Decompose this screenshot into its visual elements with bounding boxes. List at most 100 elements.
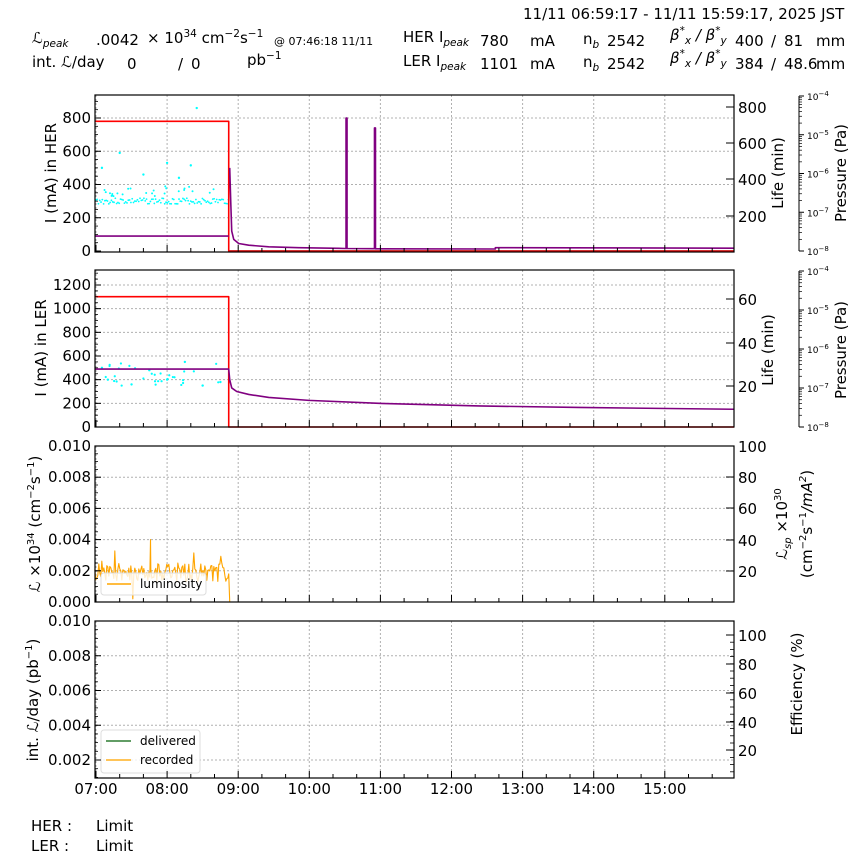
her-beta-sep: /	[771, 32, 777, 50]
ler-pressure-tick-label: 10−7	[807, 382, 829, 395]
her-pressure-point	[166, 202, 169, 204]
her-pressure-point	[141, 199, 144, 201]
her-ipeak-label: HER Ipeak	[403, 28, 469, 48]
ler-pressure-outlier	[153, 380, 157, 383]
ler-nb-label: nb	[583, 53, 600, 74]
axis-labels: 02004006008000200400600800100012000.0000…	[24, 90, 850, 798]
plot-frame	[94, 94, 735, 253]
her-pressure-point	[118, 202, 121, 205]
her-pressure-point	[124, 200, 127, 203]
efficiency-label: Efficiency (%)	[788, 633, 806, 736]
her-current: 780	[480, 32, 509, 50]
y-tick-label: 0	[81, 242, 91, 260]
ler-beta-label: β*x / β*y	[670, 48, 727, 70]
beta-y: β	[705, 49, 716, 67]
her-pressure-point	[131, 197, 134, 200]
x-tick-label: 08:00	[145, 780, 188, 798]
lsp-unit-close: )	[798, 470, 816, 476]
her-pressure-point	[158, 199, 161, 202]
footer-her-label: HER :	[31, 817, 73, 835]
efficiency-tick-label: 60	[738, 685, 757, 703]
her-pressure-outlier	[165, 161, 169, 165]
her-pressure-point	[213, 197, 216, 200]
her-pressure-point	[196, 202, 199, 204]
nb-b: b	[592, 62, 600, 74]
lsp-exp: 30	[773, 488, 784, 501]
int-lum-separator: /	[178, 55, 184, 73]
ler-nb: 2542	[607, 55, 646, 73]
legend-box	[100, 572, 207, 596]
her-pressure-tick-exp: −5	[818, 129, 828, 137]
ler-pressure-outlier	[130, 383, 133, 386]
unit-cm: cm	[196, 29, 225, 47]
ler-pressure-outlier	[160, 380, 163, 383]
her-pressure-tick-label: 10−5	[807, 129, 829, 142]
her-pressure-outlier	[191, 190, 194, 193]
her-pressure-outlier	[189, 164, 192, 167]
int-lum-ylabel-b: /day (pb	[24, 659, 42, 721]
ler-pressure-tick-label: 10−8	[807, 421, 829, 434]
her-pressure-point	[136, 198, 139, 201]
her-pressure-point	[192, 200, 195, 203]
int-lum-unit: pb−1	[247, 51, 282, 69]
her-pressure-point	[117, 201, 119, 204]
ler-pressure-outlier	[128, 364, 131, 367]
ler-pressure-outlier	[183, 370, 186, 373]
her-pressure-point	[96, 198, 99, 201]
y-tick-label: 0.010	[48, 437, 91, 455]
her-pressure-point	[146, 202, 149, 205]
her-pressure-outlier	[165, 187, 168, 190]
her-pressure-point	[97, 202, 100, 205]
unit-s-exp: −1	[247, 28, 264, 40]
ler-beta-sep: /	[771, 55, 777, 73]
y-tick-label: 0.008	[48, 468, 91, 486]
int-lum-label: int. ℒ/day	[32, 53, 105, 71]
her-pressure-point	[183, 198, 186, 201]
lum-peak-sub: peak	[42, 38, 69, 50]
her-pressure-point	[180, 200, 183, 203]
her-pressure-point	[191, 201, 193, 203]
her-pressure-point	[215, 198, 218, 201]
footer-ler-label: LER :	[31, 837, 70, 855]
her-pressure-point	[202, 198, 205, 201]
int-lum-ylabel: int. ℒ/day (pb−1)	[24, 639, 42, 762]
her-pressure-point	[198, 201, 201, 203]
x-tick-label: 13:00	[501, 780, 544, 798]
ler-beta-x: 384	[735, 55, 764, 73]
her-life-tick-label: 400	[738, 171, 767, 189]
her-pressure-point	[222, 198, 225, 201]
y-tick-label: 0.008	[48, 647, 91, 665]
her-pressure-point	[159, 201, 162, 204]
lum-peak-value: .0042	[96, 31, 139, 49]
legend-label-delivered: delivered	[140, 734, 196, 748]
her-pressure-tick-exp: −8	[818, 245, 828, 253]
ler-pressure-outlier	[181, 381, 185, 385]
efficiency-tick-label: 40	[738, 714, 757, 732]
beta-x: β	[670, 49, 680, 67]
lsp-tick-label: 40	[738, 532, 757, 550]
y-tick-label: 0.004	[48, 531, 91, 549]
her-life-tick-label: 600	[738, 135, 767, 153]
ler-ylabel: I (mA) in LER	[32, 299, 50, 396]
ler-pressure-outlier	[217, 381, 220, 384]
her-pressure-outlier	[145, 192, 148, 195]
her-pressure-point	[135, 200, 138, 203]
beta-y: β	[705, 26, 716, 44]
footer-ler-status: Limit	[96, 837, 134, 855]
lum-symbol: ℒ	[26, 582, 44, 593]
her-pressure-point	[132, 201, 135, 204]
efficiency-tick-label: 100	[738, 627, 767, 645]
lsp-unit-exp2: −1	[798, 512, 809, 527]
her-pressure-outlier	[112, 195, 115, 198]
her-pressure-point	[204, 199, 206, 202]
her-life-after	[228, 117, 735, 250]
ler-pressure-tick-exp: −6	[818, 343, 829, 351]
her-pressure-point	[107, 202, 110, 205]
her-pressure-point	[206, 200, 209, 203]
her-pressure-point	[176, 202, 179, 205]
her-pressure-point	[144, 199, 147, 202]
her-pressure-point	[185, 197, 188, 200]
int-lum-ylabel-l: ℒ	[24, 722, 42, 733]
x-tick-label: 14:00	[572, 780, 615, 798]
ler-pressure-outlier	[219, 380, 222, 384]
